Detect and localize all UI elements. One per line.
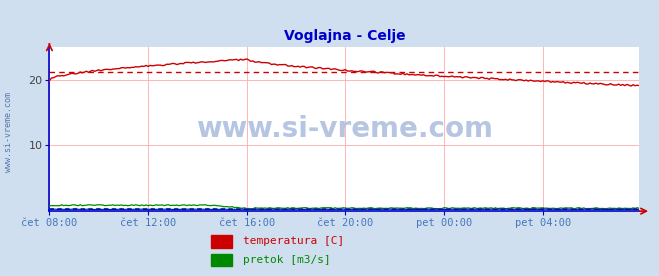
Title: Voglajna - Celje: Voglajna - Celje bbox=[283, 29, 405, 43]
Text: pretok [m3/s]: pretok [m3/s] bbox=[243, 255, 330, 265]
Text: www.si-vreme.com: www.si-vreme.com bbox=[4, 92, 13, 172]
Text: temperatura [C]: temperatura [C] bbox=[243, 237, 344, 246]
Text: www.si-vreme.com: www.si-vreme.com bbox=[196, 115, 493, 143]
FancyBboxPatch shape bbox=[211, 235, 232, 248]
FancyBboxPatch shape bbox=[211, 254, 232, 266]
